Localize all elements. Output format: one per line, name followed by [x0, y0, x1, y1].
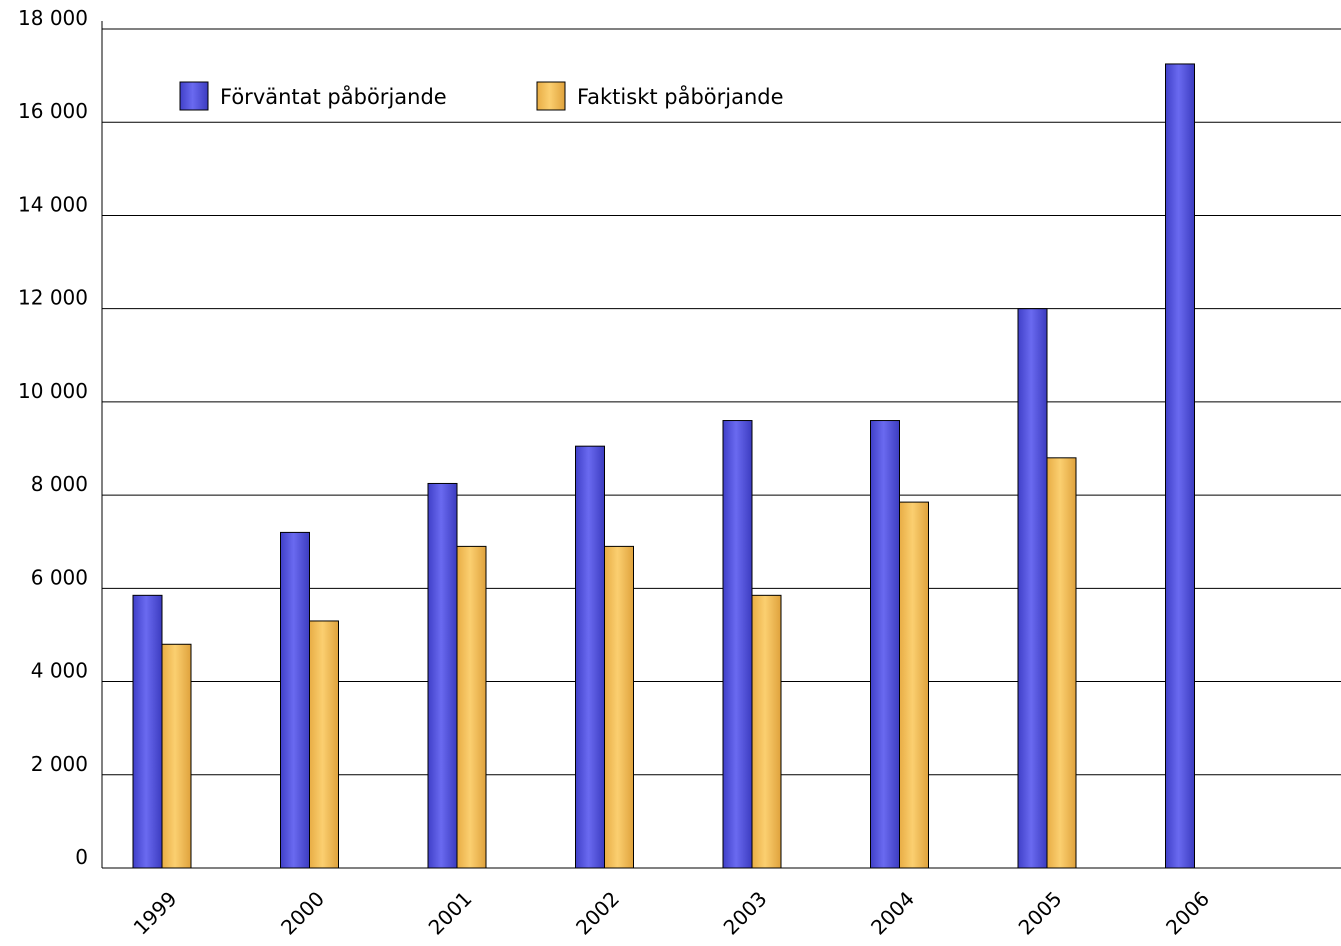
x-tick-label: 2004	[866, 887, 919, 940]
bar-forvantat-2003	[722, 420, 753, 869]
bar-forvantat-2005	[1017, 308, 1048, 869]
bar-faktiskt-2002	[604, 545, 634, 869]
bar-faktiskt-1999	[161, 643, 192, 869]
x-tick-label: 2003	[719, 887, 772, 940]
y-tick-label: 14 000	[18, 192, 88, 216]
bars	[132, 63, 1195, 869]
axes	[101, 21, 1341, 869]
x-tick-label: 2002	[571, 887, 624, 940]
x-axis-tick-labels: 1999 2000 2001 2002 2003 2004 2005 2006	[129, 887, 1214, 940]
bar-forvantat-2006	[1165, 63, 1195, 869]
legend-label-faktiskt: Faktiskt påbörjande	[577, 84, 784, 109]
y-tick-label: 2 000	[31, 752, 88, 776]
legend-label-forvantat: Förväntat påbörjande	[220, 84, 447, 109]
y-tick-label: 18 000	[18, 6, 88, 30]
bar-faktiskt-2000	[309, 620, 339, 869]
bar-faktiskt-2003	[751, 594, 782, 869]
bar-forvantat-2002	[575, 445, 605, 869]
bar-forvantat-1999	[132, 594, 163, 869]
y-tick-label: 6 000	[31, 565, 88, 589]
legend: Förväntat påbörjande Faktiskt påbörjande	[179, 81, 784, 111]
y-tick-label: 0	[75, 845, 88, 869]
bar-forvantat-2001	[427, 482, 458, 869]
y-tick-label: 8 000	[31, 472, 88, 496]
x-tick-label: 1999	[129, 887, 182, 940]
legend-swatch-faktiskt	[536, 81, 566, 111]
y-tick-label: 4 000	[31, 659, 88, 683]
bar-forvantat-2004	[870, 420, 900, 869]
legend-swatch-forvantat	[179, 81, 209, 111]
x-tick-label: 2005	[1014, 887, 1067, 940]
bar-faktiskt-2004	[899, 501, 929, 869]
x-tick-label: 2000	[276, 887, 329, 940]
y-tick-label: 16 000	[18, 99, 88, 123]
bar-faktiskt-2001	[456, 545, 487, 869]
bar-forvantat-2000	[280, 531, 310, 869]
x-tick-label: 2001	[424, 887, 477, 940]
y-tick-label: 12 000	[18, 286, 88, 310]
y-tick-label: 10 000	[18, 379, 88, 403]
x-tick-label: 2006	[1161, 887, 1214, 940]
y-axis-tick-labels: 0 2 000 4 000 6 000 8 000 10 000 12 000 14 000 1…	[18, 6, 88, 869]
bar-faktiskt-2005	[1046, 457, 1077, 869]
